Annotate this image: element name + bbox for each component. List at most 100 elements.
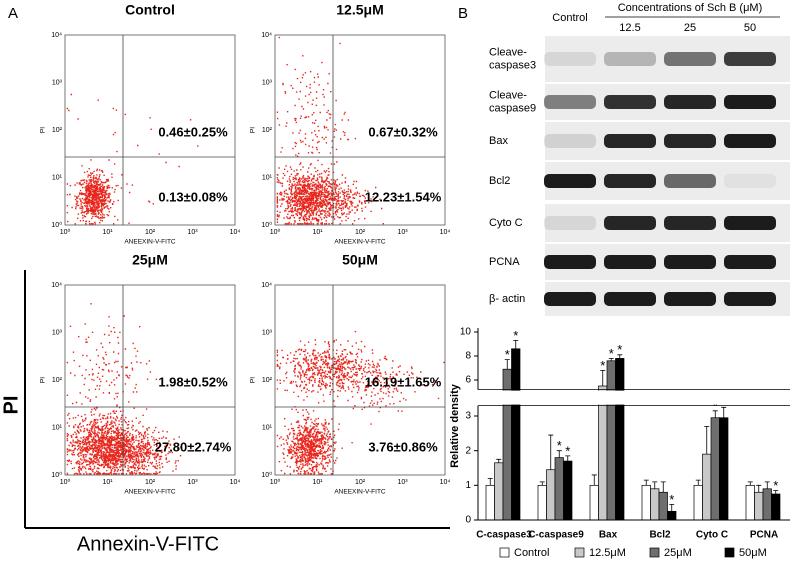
quadrant-value: 16.19±1.65% — [365, 374, 442, 389]
plot-x-label: ANEEXIN-V-FITC — [334, 489, 386, 496]
significance-mark: * — [600, 358, 605, 373]
bar — [710, 417, 720, 521]
error-bar — [721, 406, 727, 418]
x-tick-label: Cyto C — [696, 530, 728, 541]
x-tick-label: 10¹ — [102, 479, 113, 486]
blot-header: Concentrations of Sch B (μM) — [618, 2, 763, 14]
legend-label: 12.5μM — [589, 547, 626, 559]
error-bar — [487, 478, 493, 486]
panel-label: B — [458, 5, 468, 22]
legend-swatch — [574, 547, 585, 558]
y-tick-label: 10⁰ — [261, 471, 272, 479]
blot-band — [604, 216, 656, 230]
panel-label: A — [8, 5, 18, 22]
bar — [563, 460, 573, 521]
plot-x-label: ANEEXIN-V-FITC — [124, 489, 176, 496]
y-tick-label: 10¹ — [52, 174, 63, 181]
x-tick-label: 10⁴ — [440, 229, 451, 236]
blot-band — [544, 174, 596, 188]
bar — [693, 484, 703, 521]
x-tick-label: 10⁴ — [440, 479, 451, 486]
error-bar — [747, 481, 753, 486]
y-tick-label: 10³ — [52, 79, 63, 86]
big-y-label: PI — [0, 396, 22, 415]
bar — [641, 484, 651, 521]
y-tick-label: 2 — [465, 445, 471, 456]
error-bar — [504, 359, 510, 370]
quadrant-value: 0.13±0.08% — [158, 189, 228, 204]
x-tick-label: 10⁰ — [270, 478, 281, 486]
blot-band — [604, 134, 656, 148]
bar — [554, 457, 564, 521]
y-tick-label: 10² — [52, 377, 63, 384]
blot-band — [664, 255, 716, 269]
y-tick-label: 3 — [465, 411, 471, 422]
axis-break — [468, 390, 792, 405]
blot-band — [664, 134, 716, 148]
error-bar — [513, 340, 519, 349]
bar — [485, 484, 495, 521]
error-bar — [695, 479, 701, 486]
error-bar — [556, 450, 562, 458]
legend-swatch — [724, 547, 735, 558]
y-tick-label: 10² — [262, 377, 273, 384]
x-tick-label: 10³ — [397, 479, 408, 486]
x-tick-label: C-caspase3 — [476, 530, 532, 541]
x-tick-label: 10¹ — [312, 229, 323, 236]
x-tick-label: 10¹ — [312, 479, 323, 486]
blot-band — [544, 52, 596, 66]
x-tick-label: PCNA — [750, 530, 778, 541]
plot-frame — [274, 284, 446, 476]
x-tick-label: Bcl2 — [649, 530, 671, 541]
x-tick-label: 10³ — [187, 229, 198, 236]
y-tick-label: 1 — [465, 480, 471, 491]
x-tick-label: 10² — [145, 479, 156, 486]
x-tick-label: 10⁴ — [230, 229, 241, 236]
blot-band — [604, 174, 656, 188]
y-tick-label: 8 — [465, 351, 471, 362]
plot-frame — [64, 284, 236, 476]
y-tick-label: 10⁰ — [51, 471, 62, 479]
blot-band — [604, 52, 656, 66]
bar — [702, 453, 712, 521]
significance-mark: * — [505, 347, 510, 362]
plot-y-label: PI — [40, 377, 47, 383]
y-tick-label: 10⁴ — [51, 282, 62, 289]
significance-mark: * — [557, 438, 562, 453]
y-tick-label: 10⁰ — [51, 221, 62, 229]
bar — [598, 385, 608, 521]
plot-y-label: PI — [250, 127, 257, 133]
significance-mark: * — [773, 478, 778, 493]
error-bar — [660, 481, 666, 493]
error-bar — [496, 458, 502, 463]
y-tick-label: 10³ — [262, 79, 273, 86]
plot-title: Control — [125, 2, 175, 18]
bar — [719, 417, 729, 521]
error-bar — [565, 455, 571, 462]
bar — [546, 469, 556, 521]
significance-mark: * — [565, 443, 570, 458]
bar — [537, 484, 547, 521]
blot-band — [604, 95, 656, 109]
y-tick-label: 10⁰ — [261, 221, 272, 229]
blot-band — [664, 216, 716, 230]
lane-label: 25 — [684, 22, 696, 34]
significance-mark: * — [513, 328, 518, 343]
row-label: PCNA — [489, 256, 520, 268]
plot-frame — [64, 34, 236, 226]
dot-cloud — [276, 36, 384, 225]
x-tick-label: 10⁴ — [230, 479, 241, 486]
y-tick-label: 10⁴ — [51, 32, 62, 39]
big-x-label: Annexin-V-FITC — [77, 533, 219, 555]
error-bar — [617, 354, 623, 359]
bar — [771, 493, 781, 521]
plot-title: 50μM — [342, 252, 378, 268]
error-bar — [643, 479, 649, 486]
plot-y-label: PI — [250, 377, 257, 383]
row-label: Bax — [489, 135, 508, 147]
error-bar — [704, 426, 710, 455]
blot-band — [604, 255, 656, 269]
y-tick-label: 0 — [465, 515, 471, 526]
significance-mark: * — [617, 342, 622, 357]
plot-x-label: ANEEXIN-V-FITC — [334, 239, 386, 246]
